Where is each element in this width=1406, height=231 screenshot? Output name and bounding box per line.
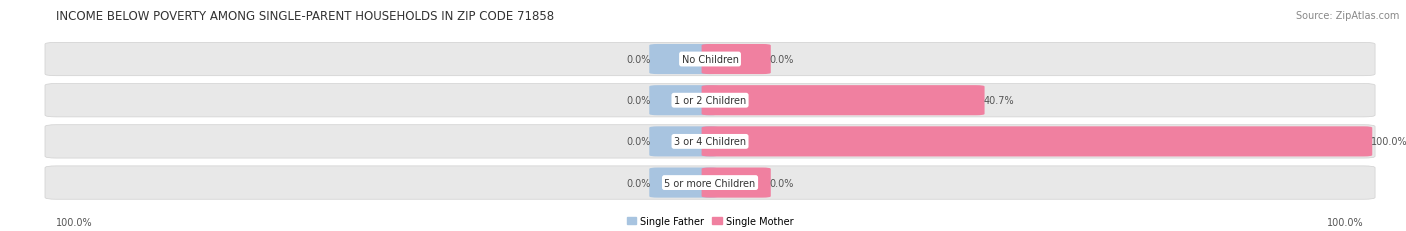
FancyBboxPatch shape [650, 45, 718, 75]
FancyBboxPatch shape [45, 125, 1375, 158]
FancyBboxPatch shape [650, 168, 718, 198]
Text: 100.0%: 100.0% [56, 217, 93, 227]
FancyBboxPatch shape [702, 45, 770, 75]
Legend: Single Father, Single Mother: Single Father, Single Mother [627, 216, 793, 226]
Text: 40.7%: 40.7% [983, 96, 1014, 106]
Text: 1 or 2 Children: 1 or 2 Children [673, 96, 747, 106]
FancyBboxPatch shape [45, 166, 1375, 199]
Text: 0.0%: 0.0% [626, 137, 651, 147]
Text: Source: ZipAtlas.com: Source: ZipAtlas.com [1295, 11, 1399, 21]
Text: 0.0%: 0.0% [626, 55, 651, 65]
Text: INCOME BELOW POVERTY AMONG SINGLE-PARENT HOUSEHOLDS IN ZIP CODE 71858: INCOME BELOW POVERTY AMONG SINGLE-PARENT… [56, 10, 554, 23]
Text: 100.0%: 100.0% [1327, 217, 1364, 227]
FancyBboxPatch shape [650, 127, 718, 157]
FancyBboxPatch shape [45, 43, 1375, 76]
Text: 0.0%: 0.0% [626, 178, 651, 188]
FancyBboxPatch shape [702, 127, 1372, 157]
FancyBboxPatch shape [650, 86, 718, 116]
FancyBboxPatch shape [702, 86, 984, 116]
Text: 0.0%: 0.0% [769, 55, 794, 65]
Text: 0.0%: 0.0% [626, 96, 651, 106]
FancyBboxPatch shape [45, 84, 1375, 117]
FancyBboxPatch shape [702, 168, 770, 198]
Text: 3 or 4 Children: 3 or 4 Children [673, 137, 747, 147]
Text: 5 or more Children: 5 or more Children [665, 178, 755, 188]
Text: 0.0%: 0.0% [769, 178, 794, 188]
Text: 100.0%: 100.0% [1371, 137, 1406, 147]
Text: No Children: No Children [682, 55, 738, 65]
